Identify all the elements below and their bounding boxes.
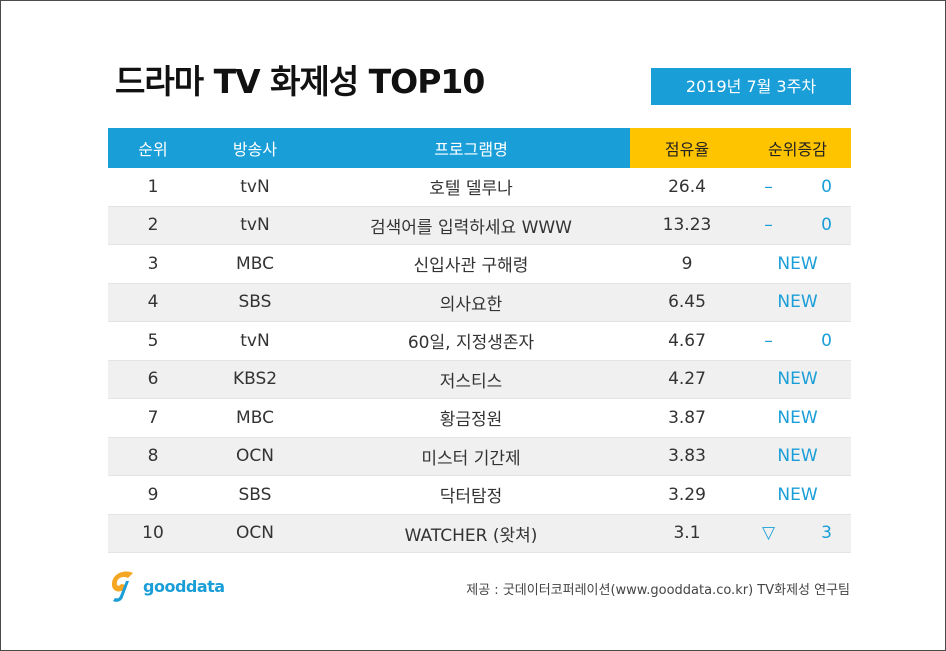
- change-cell: NEW: [744, 244, 851, 284]
- change-value: 0: [821, 176, 832, 197]
- table-row: 10 OCN WATCHER (왓쳐) 3.1 ▽ 3: [108, 514, 851, 553]
- program-cell: 호텔 델루나: [312, 168, 630, 207]
- change-symbol: ▽: [761, 523, 776, 544]
- table-header-row: 순위 방송사 프로그램명 점유율 순위증감: [108, 128, 851, 168]
- table-row: 5 tvN 60일, 지정생존자 4.67 –0: [108, 321, 851, 361]
- gooddata-logo-icon: [111, 571, 133, 602]
- logo-text: gooddata: [143, 576, 225, 596]
- program-cell: WATCHER (왓쳐): [312, 514, 630, 553]
- header-channel: 방송사: [198, 128, 312, 168]
- channel-cell: KBS2: [198, 360, 312, 399]
- change-new: NEW: [777, 369, 818, 390]
- table-row: 6 KBS2 저스티스 4.27 NEW: [108, 360, 851, 399]
- header-program: 프로그램명: [312, 128, 630, 168]
- rank-cell: 1: [108, 168, 198, 207]
- change-new: NEW: [777, 407, 818, 428]
- table-row: 9 SBS 닥터탐정 3.29 NEW: [108, 475, 851, 515]
- table-row: 7 MBC 황금정원 3.87 NEW: [108, 398, 851, 438]
- share-cell: 4.67: [630, 321, 744, 361]
- rank-cell: 2: [108, 206, 198, 245]
- header-rank: 순위: [108, 128, 198, 168]
- rank-cell: 10: [108, 514, 198, 553]
- rank-cell: 5: [108, 321, 198, 361]
- header-change: 순위증감: [744, 128, 851, 168]
- share-cell: 3.29: [630, 475, 744, 515]
- share-cell: 13.23: [630, 206, 744, 245]
- table-row: 1 tvN 호텔 델루나 26.4 –0: [108, 168, 851, 207]
- change-cell: NEW: [744, 398, 851, 438]
- channel-cell: tvN: [198, 321, 312, 361]
- program-cell: 저스티스: [312, 360, 630, 399]
- share-cell: 26.4: [630, 168, 744, 207]
- program-cell: 의사요한: [312, 283, 630, 322]
- channel-cell: OCN: [198, 437, 312, 476]
- change-symbol: –: [764, 330, 773, 351]
- program-cell: 황금정원: [312, 398, 630, 438]
- change-symbol: –: [764, 176, 773, 197]
- share-cell: 3.83: [630, 437, 744, 476]
- share-cell: 9: [630, 244, 744, 284]
- table-row: 8 OCN 미스터 기간제 3.83 NEW: [108, 437, 851, 476]
- program-cell: 신입사관 구해령: [312, 244, 630, 284]
- source-credit: 제공 : 굿데이터코퍼레이션(www.gooddata.co.kr) TV화제성…: [466, 583, 850, 598]
- change-cell: NEW: [744, 437, 851, 476]
- table-row: 4 SBS 의사요한 6.45 NEW: [108, 283, 851, 322]
- change-cell: ▽ 3: [744, 514, 851, 553]
- rank-cell: 8: [108, 437, 198, 476]
- program-cell: 닥터탐정: [312, 475, 630, 515]
- rank-cell: 9: [108, 475, 198, 515]
- gooddata-logo: gooddata: [107, 567, 225, 605]
- change-cell: NEW: [744, 475, 851, 515]
- channel-cell: MBC: [198, 398, 312, 438]
- channel-cell: tvN: [198, 206, 312, 245]
- channel-cell: tvN: [198, 168, 312, 207]
- rank-cell: 3: [108, 244, 198, 284]
- change-cell: –0: [744, 168, 851, 207]
- change-value: 0: [821, 215, 832, 236]
- share-cell: 3.87: [630, 398, 744, 438]
- channel-cell: OCN: [198, 514, 312, 553]
- change-symbol: –: [764, 215, 773, 236]
- header-share: 점유율: [630, 128, 744, 168]
- change-cell: –0: [744, 206, 851, 245]
- share-cell: 3.1: [630, 514, 744, 553]
- rank-cell: 6: [108, 360, 198, 399]
- change-new: NEW: [777, 253, 818, 274]
- ranking-table: 순위 방송사 프로그램명 점유율 순위증감 1 tvN 호텔 델루나 26.4 …: [108, 128, 851, 553]
- change-cell: NEW: [744, 283, 851, 322]
- channel-cell: SBS: [198, 283, 312, 322]
- channel-cell: SBS: [198, 475, 312, 515]
- rank-cell: 4: [108, 283, 198, 322]
- share-cell: 6.45: [630, 283, 744, 322]
- program-cell: 미스터 기간제: [312, 437, 630, 476]
- change-value: 0: [821, 330, 832, 351]
- table-row: 3 MBC 신입사관 구해령 9 NEW: [108, 244, 851, 284]
- table-row: 2 tvN 검색어를 입력하세요 WWW 13.23 –0: [108, 206, 851, 245]
- channel-cell: MBC: [198, 244, 312, 284]
- program-cell: 60일, 지정생존자: [312, 321, 630, 361]
- week-badge: 2019년 7월 3주차: [651, 68, 851, 105]
- change-cell: –0: [744, 321, 851, 361]
- change-cell: NEW: [744, 360, 851, 399]
- share-cell: 4.27: [630, 360, 744, 399]
- program-cell: 검색어를 입력하세요 WWW: [312, 206, 630, 245]
- change-new: NEW: [777, 292, 818, 313]
- rank-cell: 7: [108, 398, 198, 438]
- page-title: 드라마 TV 화제성 TOP10: [115, 62, 485, 101]
- change-value: 3: [821, 523, 832, 544]
- change-new: NEW: [777, 446, 818, 467]
- change-new: NEW: [777, 484, 818, 505]
